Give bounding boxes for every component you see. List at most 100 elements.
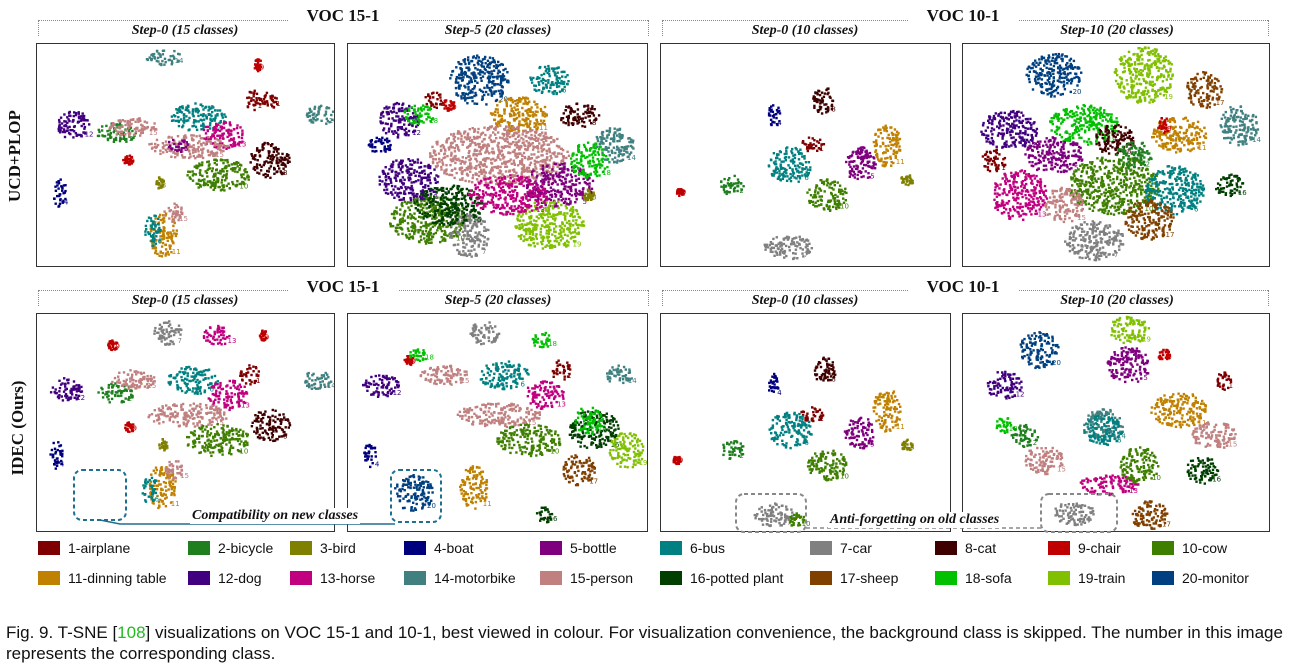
cluster-class-4: 4 bbox=[53, 178, 69, 208]
cluster-class-6: 6 bbox=[141, 476, 160, 504]
cluster-class-10: 10 bbox=[1119, 446, 1161, 484]
legend-item: 11-dinning table bbox=[38, 570, 167, 586]
svg-text:4: 4 bbox=[388, 145, 393, 153]
cluster-class-4: 4 bbox=[363, 443, 380, 469]
svg-text:13: 13 bbox=[237, 141, 246, 149]
panel-title: Step-10 (20 classes) bbox=[1060, 293, 1174, 308]
tsne-panel-idec-voc10-step10: 19 20 12 5 11 13 14 16 17 6 10 15 2 18 7 9 1 15 bbox=[962, 313, 1270, 532]
cluster-class-15: 15 bbox=[1191, 421, 1237, 449]
cluster-class-9: 9 bbox=[1157, 348, 1172, 361]
legend-item: 16-potted plant bbox=[660, 570, 783, 586]
svg-text:1: 1 bbox=[276, 100, 280, 108]
cluster-class-7: 7 bbox=[469, 321, 501, 346]
cluster-class-20: 20 bbox=[394, 474, 436, 512]
group-title-voc10: VOC 10-1 bbox=[908, 6, 1018, 26]
cluster-class-3: 3 bbox=[155, 176, 166, 190]
cluster-class-3: 3 bbox=[901, 438, 915, 451]
cluster-class-8: 8 bbox=[812, 87, 836, 115]
cluster-class-18: 18 bbox=[995, 417, 1018, 434]
cluster-class-5: 5 bbox=[1024, 136, 1084, 174]
svg-text:11: 11 bbox=[539, 124, 548, 132]
cluster-class-5: 5 bbox=[1106, 346, 1150, 384]
cluster-class-7: 7 bbox=[1054, 502, 1095, 527]
group-separator bbox=[38, 20, 39, 36]
legend-item: 17-sheep bbox=[810, 570, 898, 586]
legend-label: 15-person bbox=[570, 570, 634, 586]
cluster-class-6: 6 bbox=[768, 411, 813, 450]
cluster-class-1: 1 bbox=[801, 136, 826, 153]
tsne-panel-idec-voc15-step0: 91371221561315181041161514939 bbox=[36, 313, 335, 532]
cluster-class-2: 2 bbox=[1115, 140, 1153, 170]
cluster-class-4: 4 bbox=[768, 372, 782, 397]
cluster-class-9: 9 bbox=[253, 58, 264, 73]
cluster-class-3: 3 bbox=[582, 188, 597, 201]
cluster-class-2: 2 bbox=[722, 440, 745, 460]
cluster-class-1: 1 bbox=[261, 91, 280, 109]
cluster-class-20: 20 bbox=[1025, 52, 1083, 98]
cluster-class-9: 9 bbox=[1157, 117, 1172, 135]
svg-text:6: 6 bbox=[158, 237, 163, 245]
cluster-class-12: 12 bbox=[362, 374, 402, 398]
cluster-class-18: 18 bbox=[531, 331, 557, 349]
cluster-class-7: 7 bbox=[763, 235, 813, 261]
svg-text:14: 14 bbox=[175, 57, 184, 65]
group-separator bbox=[662, 20, 663, 36]
svg-text:10: 10 bbox=[456, 235, 465, 243]
svg-text:14: 14 bbox=[627, 154, 636, 162]
cluster-class-1: 1 bbox=[800, 406, 825, 423]
cluster-class-12: 12 bbox=[379, 101, 421, 139]
svg-text:5: 5 bbox=[583, 198, 587, 206]
panel-title: Step-5 (20 classes) bbox=[444, 293, 552, 308]
legend-label: 14-motorbike bbox=[434, 570, 516, 586]
cluster-class-10: 10 bbox=[186, 158, 250, 192]
group-separator bbox=[648, 290, 649, 306]
cluster-class-9: 9 bbox=[675, 188, 686, 197]
cluster-class-7: 7 bbox=[153, 320, 183, 346]
cluster-class-10: 10 bbox=[496, 423, 562, 458]
cluster-class-20: 20 bbox=[1019, 331, 1061, 370]
legend-swatch bbox=[38, 571, 60, 585]
legend-label: 2-bicycle bbox=[218, 540, 274, 556]
cluster-class-8: 8 bbox=[249, 141, 291, 179]
cluster-class-19: 19 bbox=[608, 432, 647, 469]
legend-label: 5-bottle bbox=[570, 540, 617, 556]
svg-text:8: 8 bbox=[283, 169, 287, 177]
annotation-anti-forgetting: Anti-forgetting on old classes bbox=[828, 512, 1002, 528]
cluster-class-12: 12 bbox=[986, 370, 1025, 400]
cluster-class-6: 6 bbox=[144, 214, 163, 247]
legend-swatch bbox=[540, 541, 562, 555]
legend-label: 6-bus bbox=[690, 540, 726, 556]
row-label-top: UCD+PLOP bbox=[5, 110, 24, 202]
svg-text:12: 12 bbox=[412, 129, 421, 137]
cluster-class-14: 14 bbox=[606, 364, 637, 385]
legend-item: 13-horse bbox=[290, 570, 375, 586]
cluster-class-15: 15 bbox=[108, 117, 158, 137]
legend-item: 9-chair bbox=[1048, 540, 1121, 556]
caption-reference-link[interactable]: 108 bbox=[117, 623, 146, 642]
cluster-class-14: 14 bbox=[145, 49, 184, 67]
svg-text:12: 12 bbox=[85, 131, 94, 139]
tsne-panel-ucd-voc15-step0: 14122156131518109341161514915 bbox=[36, 43, 335, 267]
cluster-class-1: 1 bbox=[981, 148, 1007, 173]
cluster-class-20: 20 bbox=[449, 54, 510, 106]
cluster-class-13: 13 bbox=[202, 324, 236, 346]
legend-label: 12-dog bbox=[218, 570, 262, 586]
svg-text:7: 7 bbox=[482, 248, 486, 256]
cluster-class-2: 2 bbox=[720, 174, 745, 196]
cluster-class-15: 15 bbox=[147, 402, 228, 428]
legend-label: 16-potted plant bbox=[690, 570, 784, 586]
cluster-class-1: 1 bbox=[424, 91, 445, 109]
legend-swatch bbox=[404, 541, 426, 555]
cluster-class-1: 1 bbox=[239, 364, 260, 386]
cluster-class-13: 13 bbox=[207, 379, 250, 412]
legend-swatch bbox=[1152, 541, 1174, 555]
cluster-class-19: 19 bbox=[1113, 46, 1174, 104]
legend-swatch bbox=[38, 541, 60, 555]
legend-swatch bbox=[290, 571, 312, 585]
cluster-class-18: 18 bbox=[569, 141, 611, 179]
svg-text:11: 11 bbox=[172, 248, 181, 256]
caption-text-after: ] visualizations on VOC 15-1 and 10-1, b… bbox=[6, 623, 1283, 663]
legend-item: 10-cow bbox=[1152, 540, 1227, 556]
legend-label: 4-boat bbox=[434, 540, 474, 556]
legend-item: 2-bicycle bbox=[188, 540, 273, 556]
